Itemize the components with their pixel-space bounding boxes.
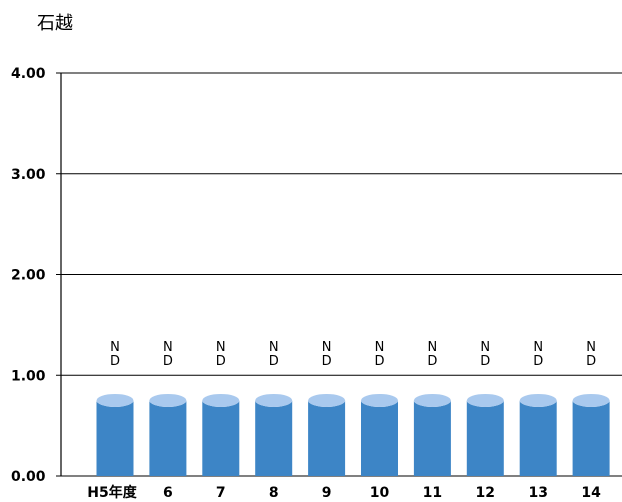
y-tick-label: 2.00	[11, 268, 46, 284]
x-tick-label: 11	[423, 485, 442, 501]
bar-body	[361, 400, 398, 476]
bar	[519, 393, 557, 476]
x-tick-label: 10	[370, 485, 390, 501]
bar	[149, 393, 187, 476]
x-tick-label: 13	[528, 485, 547, 501]
x-axis-ticks: H5年度 6 7 8 9 10 11 12 13 14	[87, 484, 601, 501]
x-tick-label: 6	[163, 485, 173, 501]
y-tick-label: 4.00	[11, 66, 46, 82]
x-tick-label: 8	[269, 485, 279, 501]
bar-top	[413, 393, 451, 407]
bar-body	[466, 400, 504, 476]
bar	[202, 393, 240, 476]
bar-top	[202, 393, 240, 407]
x-tick-label: H5年度	[87, 484, 137, 501]
bar-body	[255, 400, 293, 476]
y-tick-label: 0.00	[11, 469, 46, 485]
bar-top	[96, 393, 134, 407]
bar-body	[96, 400, 134, 476]
bar-body	[149, 400, 187, 476]
bar	[96, 393, 134, 476]
bar	[572, 393, 610, 476]
x-tick-label: 7	[216, 485, 226, 501]
bar-top	[308, 393, 346, 407]
bar-top	[255, 393, 293, 407]
bar	[361, 393, 398, 476]
bar-body	[308, 400, 346, 476]
chart-title: 石越	[37, 13, 73, 34]
y-axis-ticks: 0.00 1.00 2.00 3.00 4.00	[11, 66, 61, 485]
bar-top	[361, 393, 398, 407]
bar	[413, 393, 451, 476]
x-tick-label: 9	[322, 485, 332, 501]
bar-body	[519, 400, 557, 476]
y-tick-label: 1.00	[11, 368, 46, 384]
bars: N D N D N D N D N D N D N D N D N D N D	[96, 340, 610, 476]
bar	[308, 393, 346, 476]
bar	[255, 393, 293, 476]
bar-body	[413, 400, 451, 476]
bar-body	[202, 400, 240, 476]
bar-top	[572, 393, 610, 407]
x-tick-label: 14	[581, 485, 601, 501]
bar	[466, 393, 504, 476]
y-tick-label: 3.00	[11, 167, 46, 183]
bar-top	[519, 393, 557, 407]
x-tick-label: 12	[476, 485, 495, 501]
bar-top	[149, 393, 187, 407]
bar-top	[466, 393, 504, 407]
bar-body	[572, 400, 610, 476]
